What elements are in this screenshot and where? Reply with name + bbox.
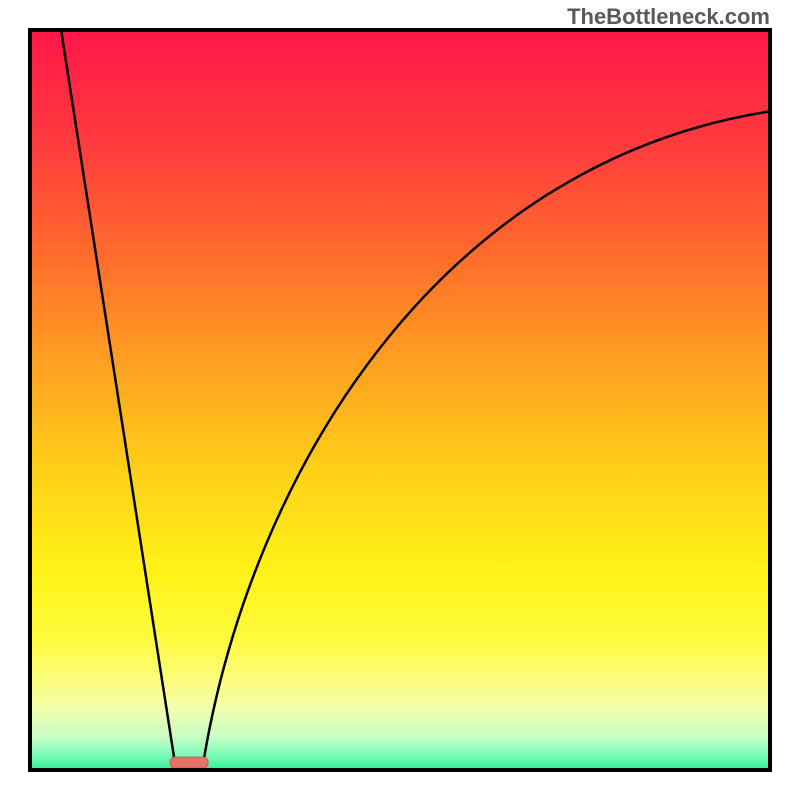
min-marker [170, 757, 208, 768]
chart-svg [0, 0, 800, 800]
chart-container: TheBottleneck.com [0, 0, 800, 800]
watermark-text: TheBottleneck.com [567, 4, 770, 30]
